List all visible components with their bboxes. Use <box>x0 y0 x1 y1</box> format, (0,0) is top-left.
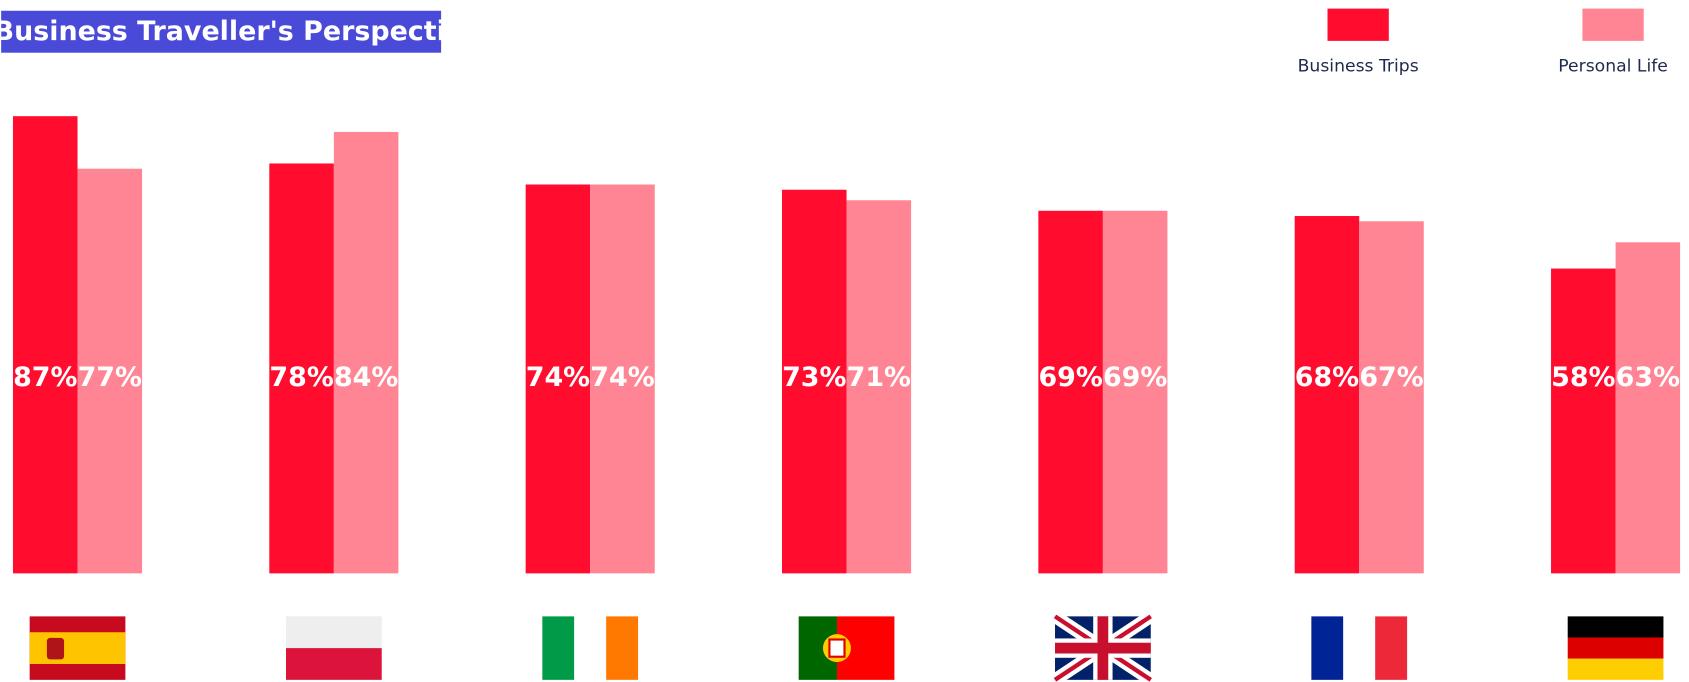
value-label: 73% <box>782 362 846 393</box>
value-label: 74% <box>590 362 654 393</box>
bar <box>269 163 334 574</box>
bar <box>1615 242 1681 574</box>
bar <box>590 184 655 574</box>
title-background <box>1 10 442 53</box>
flag-part <box>285 616 382 649</box>
value-label: 58% <box>1551 362 1615 393</box>
value-label: 84% <box>334 362 398 393</box>
bar <box>1294 216 1360 574</box>
bar <box>12 116 78 574</box>
flag-part <box>1343 616 1376 680</box>
legend-swatch <box>1327 8 1389 41</box>
value-label: 68% <box>1295 362 1359 393</box>
flag-part <box>574 616 607 680</box>
value-label: 69% <box>1103 362 1167 393</box>
flag-part <box>1311 616 1344 680</box>
bar <box>782 189 847 574</box>
flag-part <box>542 616 575 680</box>
legend-swatch <box>1582 8 1644 41</box>
value-label: 78% <box>269 362 333 393</box>
bar <box>1038 210 1103 574</box>
flag-part <box>1055 642 1151 654</box>
flag-part <box>285 648 382 680</box>
value-label: 69% <box>1038 362 1102 393</box>
bar <box>525 184 591 574</box>
bar <box>1551 268 1616 574</box>
value-label: 87% <box>13 362 77 393</box>
value-label: 63% <box>1616 362 1680 393</box>
flag-part <box>1567 658 1664 680</box>
flag-part <box>828 638 846 658</box>
chart-title: Business Traveller's Perspective <box>0 16 482 47</box>
value-label: 67% <box>1359 362 1423 393</box>
legend-label: Business Trips <box>1298 57 1419 77</box>
bar <box>846 200 912 574</box>
bar <box>1359 221 1424 574</box>
flag-part <box>46 637 65 660</box>
bar <box>1102 210 1168 574</box>
value-label: 77% <box>78 362 142 393</box>
value-label: 71% <box>847 362 911 393</box>
flag-part <box>1567 637 1664 659</box>
flag-part <box>29 632 126 664</box>
value-label: 74% <box>526 362 590 393</box>
bar <box>77 168 143 574</box>
flag-part <box>1375 616 1408 680</box>
flag-part <box>1567 616 1664 638</box>
flag-part <box>606 616 639 680</box>
bar <box>333 131 399 574</box>
legend-label: Personal Life <box>1558 57 1668 77</box>
